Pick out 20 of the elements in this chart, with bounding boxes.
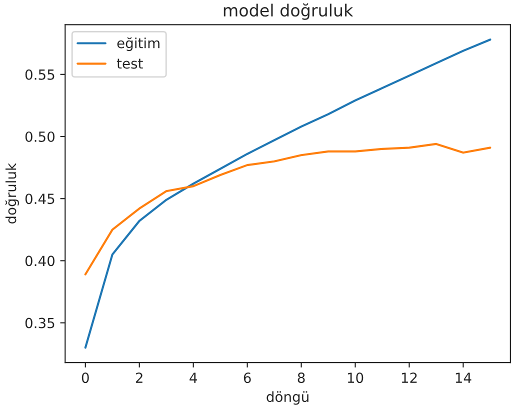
x-tick-label: 2 [136,372,142,383]
x-tick-label: 12 [402,372,417,383]
legend-label: test [116,58,143,69]
y-tick-label: 0.45 [25,194,54,204]
x-tick-label: 10 [348,372,364,384]
y-tick-label: 0.50 [25,131,55,142]
legend-label: eğitim [117,37,160,52]
x-tick-label: 0 [82,372,89,384]
x-tick-label: 8 [298,372,305,384]
y-tick-label: 0.40 [25,256,55,266]
y-axis-title: doğruluk [5,163,19,224]
y-tick-label: 0.55 [25,69,54,80]
y-tick-label: 0.35 [25,318,54,328]
x-tick-label: 6 [244,372,251,384]
x-tick-label: 4 [190,372,197,383]
line-series [84,38,492,349]
x-axis-title: döngü [266,391,308,405]
chart-title: model doğruluk [224,3,354,20]
line-series [84,142,492,276]
x-tick-label: 14 [456,372,472,383]
